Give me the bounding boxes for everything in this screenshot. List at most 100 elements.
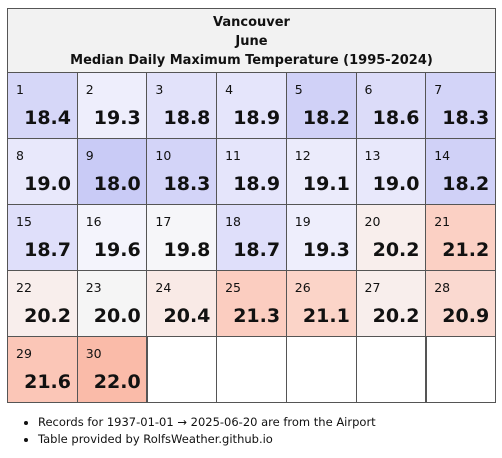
- day-number: 27: [364, 280, 381, 295]
- day-cell: 23 20.0: [76, 270, 148, 337]
- day-number: 30: [85, 346, 102, 361]
- temperature: 18.9: [233, 173, 281, 195]
- day-number: 15: [16, 214, 32, 229]
- note: Records for 1937-01-01 → 2025-06-20 are …: [38, 414, 376, 431]
- temperature: 19.6: [93, 239, 141, 261]
- day-cell: 22 20.2: [7, 270, 78, 337]
- day-number: 10: [155, 148, 172, 163]
- day-cell: 29 21.6: [7, 336, 78, 403]
- day-number: 19: [294, 214, 311, 229]
- day-cell: 17 19.8: [146, 204, 218, 271]
- day-cell: 19 19.3: [285, 204, 357, 271]
- day-number: 23: [85, 280, 102, 295]
- day-number: 5: [294, 82, 303, 97]
- day-cell: 10 18.3: [146, 138, 218, 205]
- day-number: 17: [155, 214, 172, 229]
- day-cell: 20 20.2: [355, 204, 427, 271]
- day-number: 20: [364, 214, 381, 229]
- day-cell: 12 19.1: [285, 138, 357, 205]
- temperature: 21.3: [233, 305, 281, 327]
- day-number: 8: [16, 148, 24, 163]
- day-cell: 21 21.2: [425, 204, 497, 271]
- temperature: 18.0: [93, 173, 141, 195]
- temperature: 18.3: [442, 107, 490, 129]
- day-cell: 11 18.9: [216, 138, 288, 205]
- day-number: 22: [16, 280, 32, 295]
- day-number: 14: [434, 148, 451, 163]
- day-number: 29: [16, 346, 32, 361]
- temperature: 19.3: [93, 107, 141, 129]
- day-number: 21: [434, 214, 451, 229]
- day-number: 12: [294, 148, 311, 163]
- day-cell: 5 18.2: [285, 72, 357, 139]
- temperature: 18.9: [233, 107, 281, 129]
- temperature: 20.9: [442, 305, 490, 327]
- empty-cell: [216, 336, 288, 403]
- day-cell: 4 18.9: [216, 72, 288, 139]
- day-number: 7: [434, 82, 443, 97]
- day-number: 25: [225, 280, 241, 295]
- day-number: 18: [225, 214, 241, 229]
- empty-cell: [425, 336, 497, 403]
- day-number: 1: [16, 82, 24, 97]
- temperature: 20.4: [163, 305, 211, 327]
- day-cell: 25 21.3: [216, 270, 288, 337]
- temperature: 19.3: [302, 239, 350, 261]
- temperature: 19.0: [24, 173, 71, 195]
- temperature: 18.6: [372, 107, 420, 129]
- temperature: 22.0: [93, 371, 141, 393]
- day-cell: 13 19.0: [355, 138, 427, 205]
- day-number: 6: [364, 82, 373, 97]
- temperature: 18.7: [233, 239, 281, 261]
- day-number: 11: [225, 148, 241, 163]
- empty-cell: [285, 336, 357, 403]
- temperature: 18.2: [302, 107, 350, 129]
- day-cell: 30 22.0: [76, 336, 148, 403]
- city: Vancouver: [213, 14, 290, 30]
- day-cell: 27 20.2: [355, 270, 427, 337]
- temperature: 20.2: [24, 305, 71, 327]
- month: June: [235, 33, 268, 49]
- day-cell: 6 18.6: [355, 72, 427, 139]
- temperature: 18.3: [163, 173, 211, 195]
- day-cell: 28 20.9: [425, 270, 497, 337]
- day-cell: 1 18.4: [7, 72, 78, 139]
- day-cell: 16 19.6: [76, 204, 148, 271]
- header: Vancouver June Median Daily Maximum Temp…: [7, 8, 496, 74]
- day-cell: 26 21.1: [285, 270, 357, 337]
- day-number: 4: [225, 82, 234, 97]
- temperature: 19.0: [372, 173, 420, 195]
- day-cell: 2 19.3: [76, 72, 148, 139]
- temperature: 19.1: [302, 173, 350, 195]
- day-number: 2: [85, 82, 94, 97]
- temperature: 21.6: [24, 371, 71, 393]
- day-number: 24: [155, 280, 172, 295]
- temperature: 20.0: [93, 305, 141, 327]
- day-cell: 24 20.4: [146, 270, 218, 337]
- day-cell: 7 18.3: [425, 72, 497, 139]
- day-cell: 3 18.8: [146, 72, 218, 139]
- temperature: 20.2: [372, 239, 420, 261]
- subtitle: Median Daily Maximum Temperature (1995-2…: [70, 52, 433, 68]
- temperature: 20.2: [372, 305, 420, 327]
- day-number: 16: [85, 214, 102, 229]
- day-cell: 18 18.7: [216, 204, 288, 271]
- empty-cell: [146, 336, 218, 403]
- temperature: 21.1: [302, 305, 350, 327]
- day-number: 28: [434, 280, 451, 295]
- temperature: 18.4: [24, 107, 71, 129]
- day-number: 3: [155, 82, 164, 97]
- day-number: 13: [364, 148, 381, 163]
- temperature: 19.8: [163, 239, 211, 261]
- day-cell: 14 18.2: [425, 138, 497, 205]
- day-cell: 15 18.7: [7, 204, 78, 271]
- temperature: 18.7: [24, 239, 71, 261]
- temperature: 21.2: [442, 239, 490, 261]
- temperature: 18.8: [163, 107, 211, 129]
- temperature: 18.2: [442, 173, 490, 195]
- day-number: 9: [85, 148, 94, 163]
- note: Table provided by RolfsWeather.github.io: [38, 431, 376, 448]
- notes: Records for 1937-01-01 → 2025-06-20 are …: [20, 414, 376, 448]
- empty-cell: [355, 336, 427, 403]
